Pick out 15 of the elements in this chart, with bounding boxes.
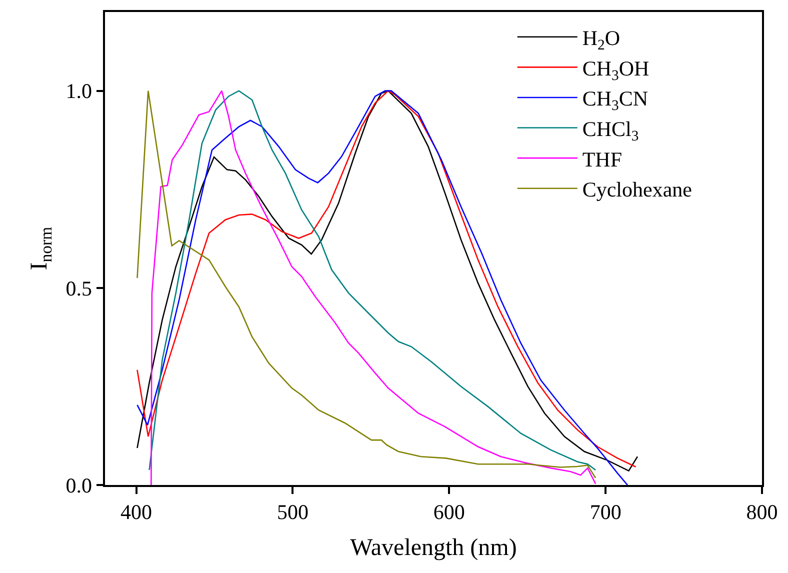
- y-tick-label: 0.5: [66, 276, 92, 300]
- legend-label: Cyclohexane: [582, 178, 692, 202]
- x-tick-label: 400: [120, 500, 152, 524]
- x-tick-label: 800: [746, 500, 778, 524]
- y-tick-label: 1.0: [66, 79, 92, 104]
- x-tick-label: 500: [276, 500, 308, 524]
- legend-label: H$_{2}$O: [582, 26, 620, 54]
- legend-label: CH$_{3}$CN: [582, 86, 648, 114]
- legend-label: CHCl$_{3}$: [582, 116, 639, 144]
- x-axis-title: Wavelength (nm): [350, 534, 517, 561]
- legend-label: CH$_{3}$OH: [582, 56, 650, 84]
- y-tick-label: 0.0: [66, 473, 92, 498]
- x-tick-label: 600: [433, 500, 465, 524]
- legend-label: THF: [582, 147, 622, 172]
- x-tick-label: 700: [590, 500, 622, 524]
